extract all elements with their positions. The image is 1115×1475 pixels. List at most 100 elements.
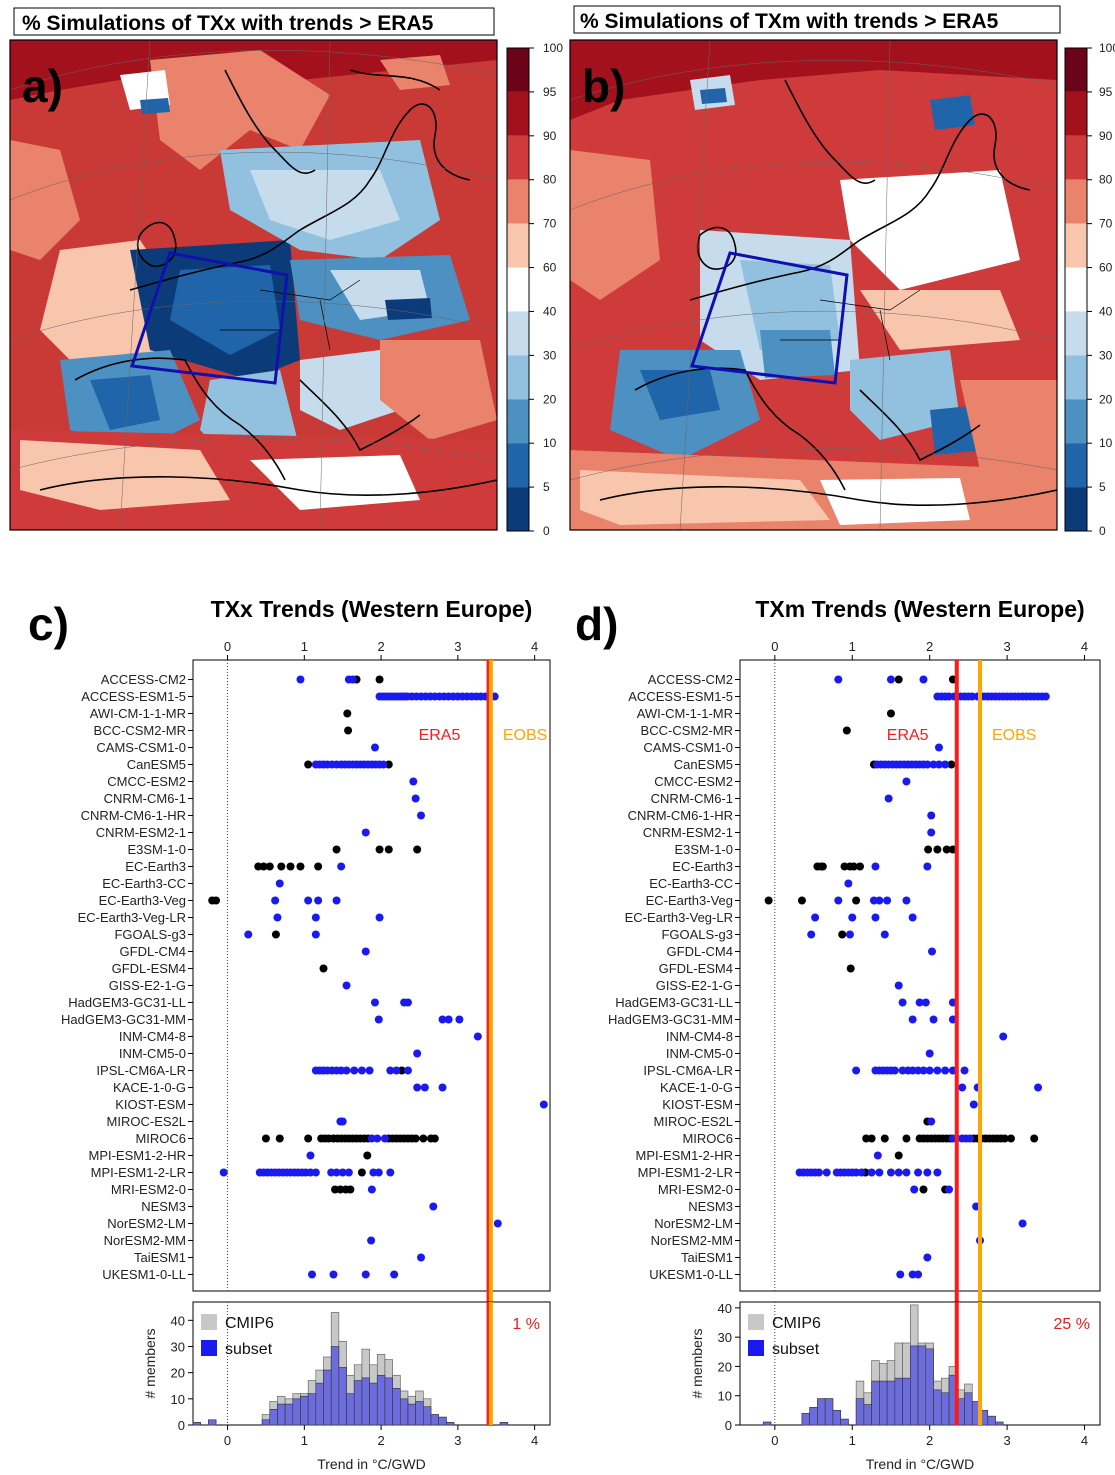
legend-swatch-cmip6 [748,1314,764,1330]
ensemble-point-blue [919,675,928,684]
colorbar-tick-label: 100 [1099,41,1115,55]
colorbar-outline [506,47,530,532]
ensemble-point-black [880,1134,889,1143]
colorbar-a: 100 95 90 80 70 60 40 30 20 10 5 0 [506,41,563,538]
ensemble-point-black [894,675,903,684]
histogram-bar-subset [894,1377,903,1426]
ensemble-point-black [886,709,895,718]
model-label: MRI-ESM2-0 [111,1182,186,1197]
top-axis-tick-label: 3 [454,639,461,654]
histogram-bar-subset [315,1382,324,1426]
model-label: EC-Earth3-CC [102,876,186,891]
model-label: CNRM-ESM2-1 [643,825,733,840]
model-label: MPI-ESM1-2-HR [635,1148,733,1163]
ensemble-point-blue [539,1100,548,1109]
model-label: NorESM2-LM [654,1216,733,1231]
ensemble-point-black [271,930,280,939]
colorbar-tick-label: 95 [1099,85,1113,99]
legend-label-cmip6: CMIP6 [225,1315,274,1332]
ensemble-point-blue [271,896,280,905]
colorbar-tick-label: 100 [543,41,563,55]
ensemble-point-blue [332,896,341,905]
ensemble-point-blue [923,1168,932,1177]
model-label: EC-Earth3-Veg-LR [625,910,733,925]
legend-swatch-subset [201,1340,217,1356]
model-label: HadGEM3-GC31-LL [615,995,733,1010]
ensemble-point-black [818,862,827,871]
ensemble-point-blue [923,1253,932,1262]
histogram-bar-subset [446,1422,455,1426]
dot-plot-frame [739,659,1101,1292]
ensemble-point-blue [902,1168,911,1177]
colorbar-tick-label: 30 [543,348,557,362]
colorbar-outline [1064,47,1088,532]
bottom-axis-tick-label: 0 [771,1433,778,1448]
ensemble-point-black [867,1134,876,1143]
model-label: GFDL-CM4 [667,944,733,959]
ensemble-point-blue [314,896,323,905]
histogram-bar-subset [346,1393,355,1426]
ensemble-point-black [856,862,864,871]
ensemble-point-blue [386,1168,395,1177]
ensemble-point-blue [898,998,907,1007]
colorbar-swatch [1065,179,1087,224]
ensemble-point-blue [417,1253,426,1262]
ensemble-point-black [411,1134,420,1143]
ensemble-point-black [375,675,384,684]
model-label: MPI-ESM1-2-HR [88,1148,186,1163]
model-label: CNRM-CM6-1-HR [81,808,186,823]
western-europe-box-a [129,251,289,385]
colorbar-swatch [1065,399,1087,444]
bottom-axis-tick-label: 1 [849,1433,856,1448]
model-label: HadGEM3-GC31-MM [61,1012,186,1027]
colorbar-swatch [1065,355,1087,400]
ensemble-point-black [764,896,773,905]
ensemble-point-black [894,1151,903,1160]
panel-label-b: b) [582,60,625,112]
model-label: EC-Earth3 [672,859,733,874]
colorbar-swatch [507,179,529,224]
colorbar-swatch [507,443,529,488]
colorbar-swatch [507,311,529,356]
ensemble-point-blue [473,1032,482,1041]
model-label: MIROC-ES2L [107,1114,186,1129]
ensemble-point-blue [910,1185,919,1194]
ensemble-point-blue [374,1168,383,1177]
hist-y-tick-label: 20 [171,1366,185,1381]
histogram-bar-subset [284,1403,294,1426]
colorbar-swatch [1065,487,1087,531]
ensemble-point-blue [311,1168,320,1177]
bottom-axis-tick-label: 4 [531,1433,538,1448]
hist-y-tick-label: 40 [171,1313,185,1328]
colorbar-swatch [1065,311,1087,356]
ensemble-point-black [304,1134,313,1143]
ensemble-point-blue [894,1168,903,1177]
ensemble-point-blue [822,1168,831,1177]
model-label: GISS-E2-1-G [109,978,186,993]
histogram-bar-subset [817,1398,826,1426]
ensemble-point-black [314,862,323,871]
ensemble-point-blue [438,1015,447,1024]
hist-y-tick-label: 30 [718,1330,732,1345]
colorbar-swatch [507,267,529,312]
ensemble-point-blue [311,913,320,922]
model-label: HadGEM3-GC31-MM [608,1012,733,1027]
histogram-bar-subset [801,1412,810,1426]
model-label: IPSL-CM6A-LR [96,1063,186,1078]
ensemble-point-black [296,862,305,871]
histogram-bar-subset [423,1406,432,1426]
ensemble-point-blue [927,1117,936,1126]
ensemble-point-black [846,964,855,973]
ensemble-point-blue [965,1134,974,1143]
ensemble-point-blue [875,896,884,905]
histogram-bar-subset [995,1421,1004,1426]
model-label: EC-Earth3-Veg-LR [78,910,186,925]
colorbar-tick-label: 5 [543,480,550,494]
colorbar-swatch [1065,135,1087,180]
histogram-bar-subset [376,1374,386,1426]
ensemble-point-blue [413,1083,422,1092]
model-label: FGOALS-g3 [114,927,186,942]
dot-plot-frame [192,659,551,1292]
ensemble-point-blue [344,1168,353,1177]
